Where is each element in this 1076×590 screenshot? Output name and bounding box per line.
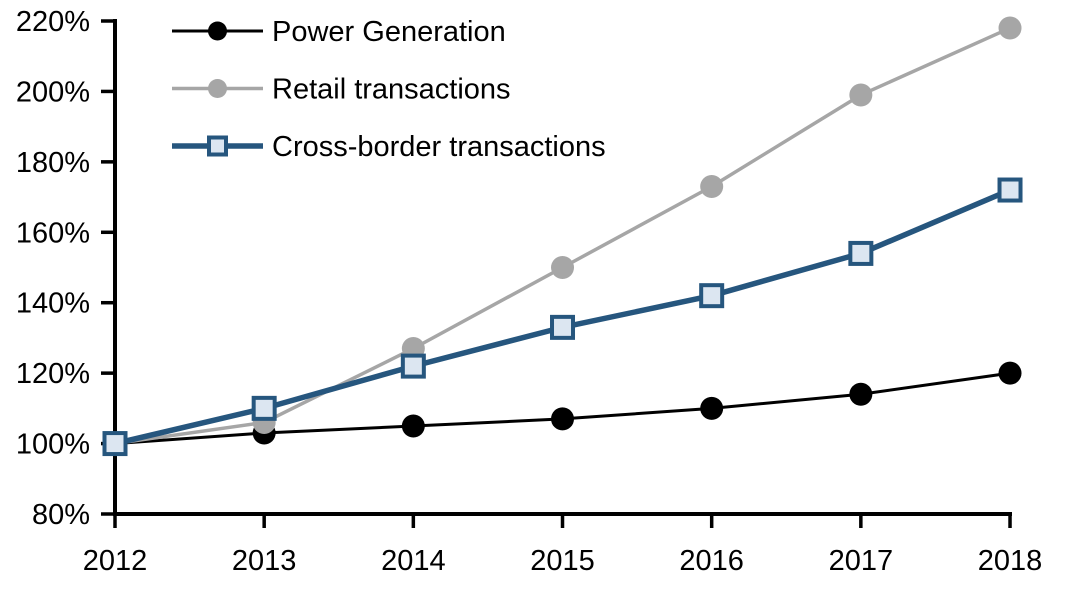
legend-label-retail-transactions: Retail transactions: [272, 74, 511, 106]
legend-marker-retail-transactions: [208, 79, 227, 98]
legend-marker-power-generation: [208, 21, 227, 41]
x-tick-label-2012: 2012: [83, 545, 148, 577]
marker-retail-transactions-2016: [700, 175, 724, 199]
marker-cross-border-transactions-2016: [699, 283, 725, 309]
marker-cross-border-transactions-2017: [848, 240, 874, 266]
marker-power-generation-2016: [700, 396, 724, 420]
y-tick-label-120: 120%: [16, 358, 90, 390]
x-tick-label-2014: 2014: [381, 545, 446, 577]
y-tick-label-160: 160%: [16, 217, 90, 249]
marker-cross-border-transactions-2013: [251, 395, 277, 421]
x-tick-label-2013: 2013: [232, 545, 297, 577]
marker-power-generation-2015: [551, 407, 575, 431]
marker-cross-border-transactions-2018: [997, 177, 1023, 203]
marker-power-generation-2018: [998, 361, 1022, 385]
x-tick-label-2016: 2016: [679, 545, 744, 577]
legend-marker-cross-border-transactions: [207, 135, 228, 157]
y-tick-label-100: 100%: [16, 429, 90, 461]
x-tick-label-2015: 2015: [530, 545, 595, 577]
marker-retail-transactions-2017: [849, 83, 873, 107]
y-tick-label-220: 220%: [16, 6, 90, 38]
marker-power-generation-2017: [849, 382, 873, 406]
marker-cross-border-transactions-2012: [102, 431, 128, 457]
marker-cross-border-transactions-2015: [550, 314, 576, 340]
legend-label-power-generation: Power Generation: [272, 16, 506, 48]
y-tick-label-80: 80%: [32, 499, 90, 531]
marker-power-generation-2014: [401, 414, 425, 438]
legend-label-cross-border-transactions: Cross-border transactions: [272, 131, 606, 163]
marker-retail-transactions-2015: [551, 256, 575, 279]
marker-retail-transactions-2018: [998, 16, 1022, 40]
x-tick-label-2018: 2018: [978, 545, 1043, 577]
y-tick-label-140: 140%: [16, 288, 90, 320]
y-tick-label-180: 180%: [16, 147, 90, 179]
series-line-retail-transactions: [114, 26, 1011, 446]
x-tick-label-2017: 2017: [829, 545, 894, 577]
marker-cross-border-transactions-2014: [400, 353, 426, 379]
y-tick-label-200: 200%: [16, 76, 90, 108]
